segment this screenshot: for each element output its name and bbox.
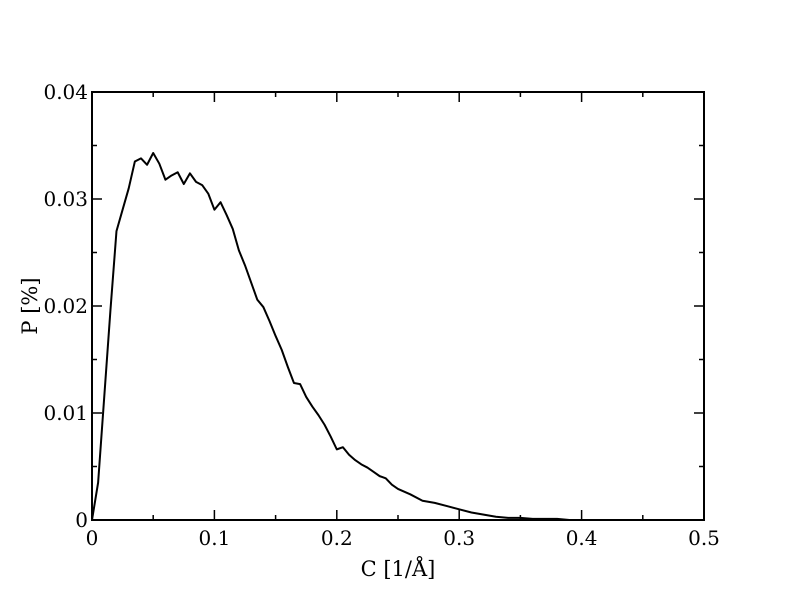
series-layer bbox=[91, 151, 607, 521]
x-tick-label: 0.2 bbox=[321, 526, 353, 550]
x-tick-label: 0.5 bbox=[688, 526, 720, 550]
tick-layer bbox=[91, 91, 705, 521]
x-tick-label: 0 bbox=[86, 526, 99, 550]
y-tick-label: 0.01 bbox=[43, 401, 88, 425]
series-line-0 bbox=[91, 151, 607, 521]
x-axis-title: C [1/Å] bbox=[361, 556, 436, 581]
y-axis-title: P [%] bbox=[18, 277, 42, 334]
x-tick-label: 0.1 bbox=[198, 526, 230, 550]
x-tick-label: 0.4 bbox=[566, 526, 598, 550]
y-tick-label: 0.04 bbox=[43, 80, 88, 104]
y-tick-label: 0 bbox=[75, 508, 88, 532]
y-tick-label: 0.03 bbox=[43, 187, 88, 211]
x-tick-label: 0.3 bbox=[443, 526, 475, 550]
tick-label-layer: 0 0.1 0.2 0.3 0.4 0.5 0 0.01 0.02 0.03 0.04 bbox=[43, 80, 719, 550]
y-tick-label: 0.02 bbox=[43, 294, 88, 318]
